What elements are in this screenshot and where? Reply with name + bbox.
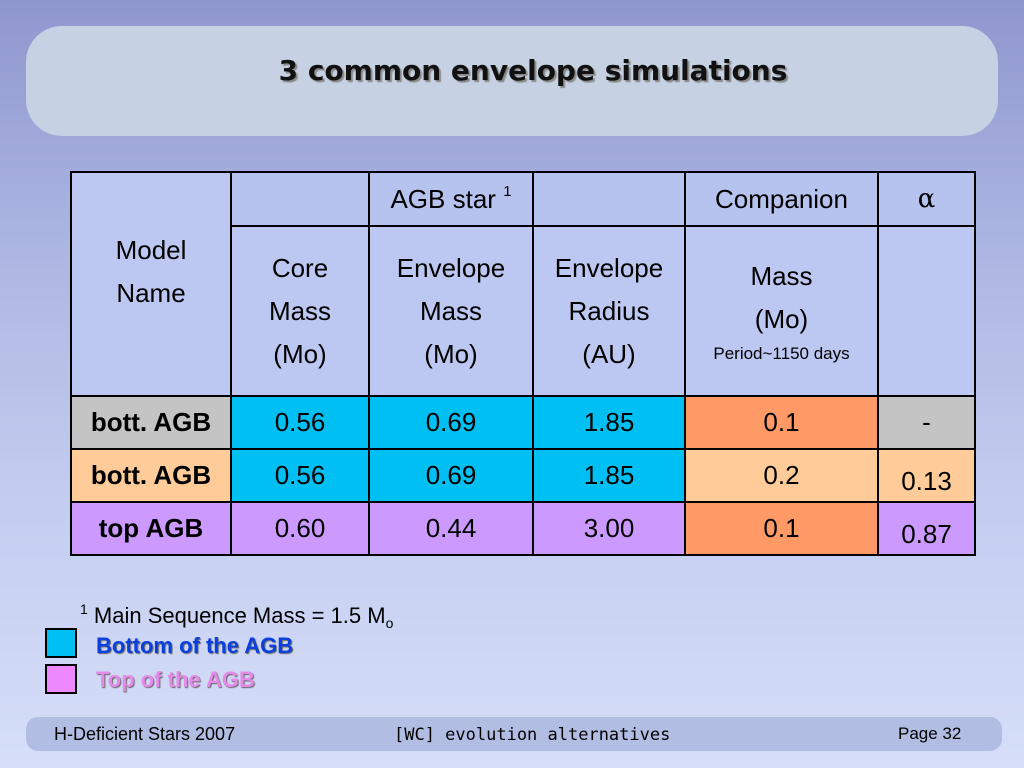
footer-bar: H-Deficient Stars 2007 [WC] evolution al… [26, 717, 1002, 751]
legend-swatch-bottom-agb [45, 628, 77, 658]
table-row: bott. AGB 0.56 0.69 1.85 0.2 0.13 [70, 448, 976, 503]
companion-mass-header: Mass (Mo) Period~1150 days [684, 225, 879, 397]
row-model-name: bott. AGB [70, 395, 232, 450]
footnote-text: Main Sequence Mass = 1.5 M [93, 603, 386, 628]
companion-period-note: Period~1150 days [713, 344, 850, 363]
footer-left-text: H-Deficient Stars 2007 [54, 724, 236, 744]
agb-star-header: AGB star 1 [368, 171, 534, 227]
row-core-mass: 0.60 [230, 501, 370, 556]
row-companion-mass: 0.2 [684, 448, 879, 503]
row-envelope-mass: 0.69 [368, 395, 534, 450]
header-blank-radius [532, 171, 686, 227]
footnote-subscript: o [385, 615, 394, 631]
row-companion-mass: 0.1 [684, 395, 879, 450]
table-row: bott. AGB 0.56 0.69 1.85 0.1 - [70, 395, 976, 450]
footnote-marker: 1 [80, 601, 88, 617]
row-alpha: 0.13 [877, 448, 976, 503]
model-name-header: Model Name [70, 171, 232, 397]
simulation-table: Model Name AGB star 1 Companion α Core M… [70, 171, 976, 556]
row-envelope-radius: 3.00 [532, 501, 686, 556]
header-blank-core [230, 171, 370, 227]
row-envelope-radius: 1.85 [532, 395, 686, 450]
page-number: Page 32 [898, 724, 962, 743]
envelope-radius-header: Envelope Radius (AU) [532, 225, 686, 397]
row-core-mass: 0.56 [230, 395, 370, 450]
legend-swatch-top-agb [45, 664, 77, 694]
alpha-subheader-blank [877, 225, 976, 397]
core-mass-header: Core Mass (Mo) [230, 225, 370, 397]
title-box [26, 26, 998, 136]
row-alpha: - [877, 395, 976, 450]
table-header-row: Model Name AGB star 1 Companion α [70, 171, 976, 397]
legend-label-top-agb: Top of the AGB [96, 667, 255, 692]
row-alpha: 0.87 [877, 501, 976, 556]
table-row: top AGB 0.60 0.44 3.00 0.1 0.87 [70, 501, 976, 556]
row-companion-mass: 0.1 [684, 501, 879, 556]
footnote: 1 Main Sequence Mass = 1.5 Mo [80, 601, 393, 631]
row-core-mass: 0.56 [230, 448, 370, 503]
row-model-name: bott. AGB [70, 448, 232, 503]
row-envelope-mass: 0.44 [368, 501, 534, 556]
slide-title: 3 common envelope simulations [278, 54, 788, 87]
row-model-name: top AGB [70, 501, 232, 556]
companion-header: Companion [684, 171, 879, 227]
table-subheader-row: Core Mass (Mo) Envelope Mass (Mo) Envelo… [71, 225, 976, 397]
envelope-mass-header: Envelope Mass (Mo) [368, 225, 534, 397]
legend-label-bottom-agb: Bottom of the AGB [96, 633, 294, 658]
agb-star-footnote-marker: 1 [503, 183, 512, 200]
alpha-header: α [877, 171, 976, 227]
row-envelope-mass: 0.69 [368, 448, 534, 503]
row-envelope-radius: 1.85 [532, 448, 686, 503]
footer-center-text: [WC] evolution alternatives [394, 725, 671, 745]
